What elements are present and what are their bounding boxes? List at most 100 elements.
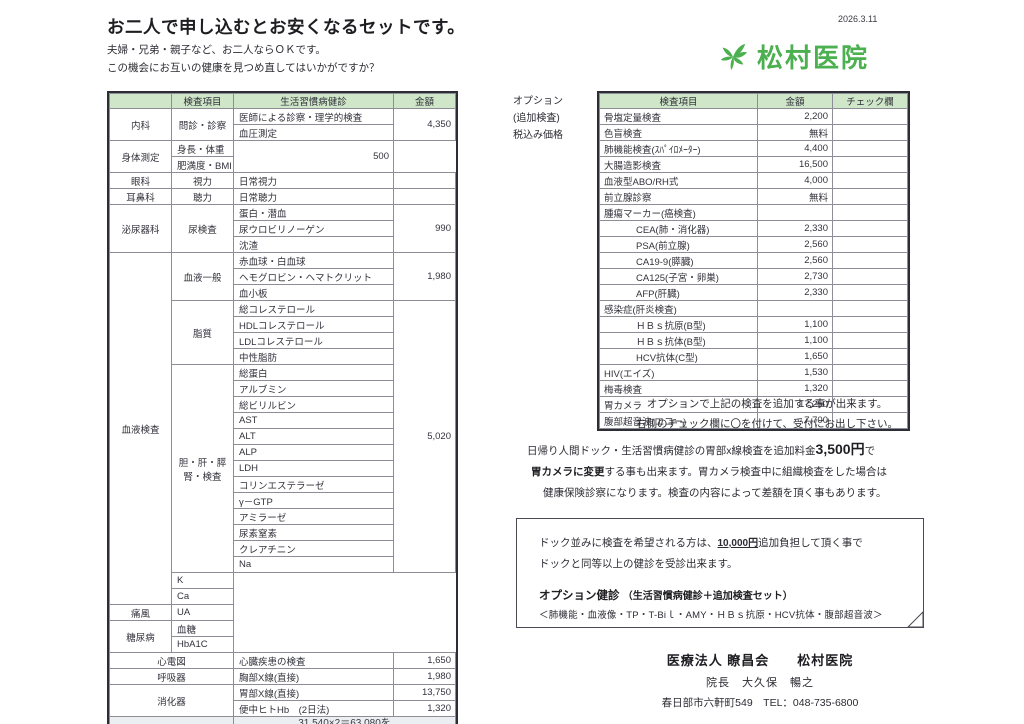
exam-item: 便中ヒトHb (2日法) <box>233 700 394 717</box>
gastro-note-line-3: 健康保険診察になります。検査の内容によって差額を頂く事もあります。 <box>543 487 887 499</box>
exam-category: 内科 <box>109 108 172 141</box>
subtitle-line-2: この機会にお互いの健康を見つめ直してはいかがですか？ <box>107 62 380 74</box>
gastro-note-line-1: 日帰り人間ドック・生活習慣病健診の胃部x線検査を追加料金3,500円で <box>527 439 937 462</box>
option-check-cell[interactable] <box>832 316 908 333</box>
table-row: 痛風 UA <box>109 604 456 621</box>
option-check-cell[interactable] <box>832 172 908 189</box>
exam-category: 呼吸器 <box>109 668 234 685</box>
exam-item: 血圧測定 <box>233 124 394 141</box>
option-checkup-title-sub: （生活習慣病健診＋追加検査セット） <box>622 591 793 602</box>
exam-amount: 1,980 <box>393 668 456 685</box>
exam-amount <box>393 188 456 205</box>
exam-item: LDLコレステロール <box>233 332 394 349</box>
option-check-cell[interactable] <box>832 108 908 125</box>
gastro-note-line-2: 胃カメラに変更する事も出来ます。胃カメラ検査中に組織検査をした場合は <box>527 462 937 483</box>
table-row: PSA(前立腺) 2,560 <box>599 236 908 253</box>
table-row: 身体測定 身長・体重 500 <box>109 140 456 173</box>
option-check-cell[interactable] <box>832 268 908 285</box>
exam-item: HDLコレステロール <box>233 316 394 333</box>
option-check-cell[interactable] <box>832 284 908 301</box>
option-check-cell[interactable] <box>832 332 908 349</box>
right-col-header-1: 金額 <box>757 93 833 109</box>
option-check-cell[interactable] <box>832 220 908 237</box>
exam-item: 日常視力 <box>233 172 394 189</box>
option-amount: 2,200 <box>757 108 833 125</box>
exam-item: ALP <box>233 444 394 461</box>
option-check-cell[interactable] <box>832 140 908 157</box>
option-check-cell[interactable] <box>832 156 908 173</box>
option-check-cell[interactable] <box>832 380 908 397</box>
total-calc: 31,540×2＝63,080を <box>298 718 391 724</box>
option-item: 骨塩定量検査 <box>599 108 758 125</box>
option-amount: 1,100 <box>757 332 833 349</box>
table-row: 便中ヒトHb (2日法) 1,320 <box>110 700 456 717</box>
option-check-cell[interactable] <box>832 188 908 205</box>
option-amount: 無料 <box>757 188 833 205</box>
left-col-header-1: 検査項目 <box>171 93 234 109</box>
exam-item: 中性脂肪 <box>233 348 394 365</box>
dock-box-amount: 10,000円 <box>717 538 759 549</box>
exam-item: 心臓疾患の検査 <box>233 652 394 669</box>
table-row: 泌尿器科 尿検査 蛋白・潜血 990 <box>109 204 456 253</box>
table-row: 胆・肝・膵 腎・検査 総蛋白 <box>110 364 456 573</box>
option-item: 前立腺診察 <box>599 188 758 205</box>
option-side-label: オプション (追加検査) 税込み価格 <box>513 93 563 144</box>
exam-subcategory: 胆・肝・膵 腎・検査 <box>171 364 234 573</box>
option-item: 腹部超音波(エコー) <box>599 412 758 429</box>
clinic-logo: 松村医院 <box>718 38 869 75</box>
option-check-cell[interactable] <box>832 348 908 365</box>
exam-category: 眼科 <box>109 172 172 189</box>
page-title: お二人で申し込むとお安くなるセットです。 <box>107 17 466 37</box>
exam-item: 肥満度・BMI・体脂肪・腹囲 <box>171 156 234 173</box>
option-item: 感染症(肝炎検査) <box>599 300 758 317</box>
option-item: 色盲検査 <box>599 124 758 141</box>
option-item: HCV抗体(C型) <box>599 348 758 365</box>
option-check-cell[interactable] <box>832 124 908 141</box>
option-amount: 2,330 <box>757 284 833 301</box>
total-value: 31,540×2＝63,080をお二人で特別セット価格53,000円 <box>233 716 456 724</box>
option-check-cell[interactable] <box>832 300 908 317</box>
option-side-line-2: (追加検査) <box>513 113 560 124</box>
clinic-footer: 医療法人 瞭昌会 松村医院 院長 大久保 暢之 春日部市六軒町549 TEL：0… <box>560 650 960 710</box>
option-item: ＨＢｓ抗原(B型) <box>599 316 758 333</box>
exam-item: コリンエステラーゼ <box>233 476 394 493</box>
exam-subcategory: 尿検査 <box>171 204 234 253</box>
option-item: 大腸造影検査 <box>599 156 758 173</box>
table-row: 色盲検査 無料 <box>599 124 908 141</box>
option-check-cell[interactable] <box>832 412 908 429</box>
exam-item: 血小板 <box>233 284 394 301</box>
exam-category: 心電図 <box>109 652 234 669</box>
option-amount: 1,530 <box>757 364 833 381</box>
footer-director: 院長 大久保 暢之 <box>706 677 814 689</box>
dock-box-post: 追加負担して頂く事で <box>758 537 863 549</box>
option-check-cell[interactable] <box>832 236 908 253</box>
option-item: CA125(子宮・卵巣) <box>599 268 758 285</box>
dock-upgrade-box: ドック並みに検査を希望される方は、10,000円追加負担して頂く事で ドックと同… <box>516 518 924 628</box>
gastro-note-post: で <box>864 445 876 457</box>
exam-subcategory: 問診・診察 <box>171 108 234 141</box>
option-check-cell[interactable] <box>832 204 908 221</box>
option-amount: 1,100 <box>757 316 833 333</box>
table-row: 糖尿病 血糖 <box>109 620 456 653</box>
right-col-header-0: 検査項目 <box>599 93 758 109</box>
exam-item: Ca <box>171 588 234 605</box>
exam-subcategory: 脂質 <box>171 300 234 365</box>
option-exam-table: 検査項目 金額 チェック欄 骨塩定量検査 2,200 色盲検査 無料 肺機能検査(ｽﾊﾟ… <box>597 91 910 431</box>
table-row: 前立腺診察 無料 <box>599 188 908 205</box>
exam-category: 耳鼻科 <box>109 188 172 205</box>
exam-subcategory: 痛風 <box>109 604 172 621</box>
option-amount: 4,000 <box>757 172 833 189</box>
option-check-cell[interactable] <box>832 364 908 381</box>
table-row: 腹部超音波(エコー) 7,700 <box>599 412 908 429</box>
table-row: 血液検査 血液一般 赤血球・白血球 1,980 <box>109 252 456 605</box>
footer-address: 春日部市六軒町549 TEL：048-735-6800 <box>661 697 859 709</box>
exam-item: 胃部X線(直接) <box>233 684 394 701</box>
exam-amount: 5,020 <box>393 300 456 573</box>
option-check-cell[interactable] <box>832 252 908 269</box>
option-item: HIV(エイズ) <box>599 364 758 381</box>
exam-item: K <box>171 572 234 589</box>
exam-subcategory: 糖尿病 <box>109 620 172 653</box>
table-row: 消化器 胃部X線(直接) 13,750 <box>109 684 456 717</box>
option-amount <box>757 204 833 221</box>
exam-item: 沈渣 <box>233 236 394 253</box>
